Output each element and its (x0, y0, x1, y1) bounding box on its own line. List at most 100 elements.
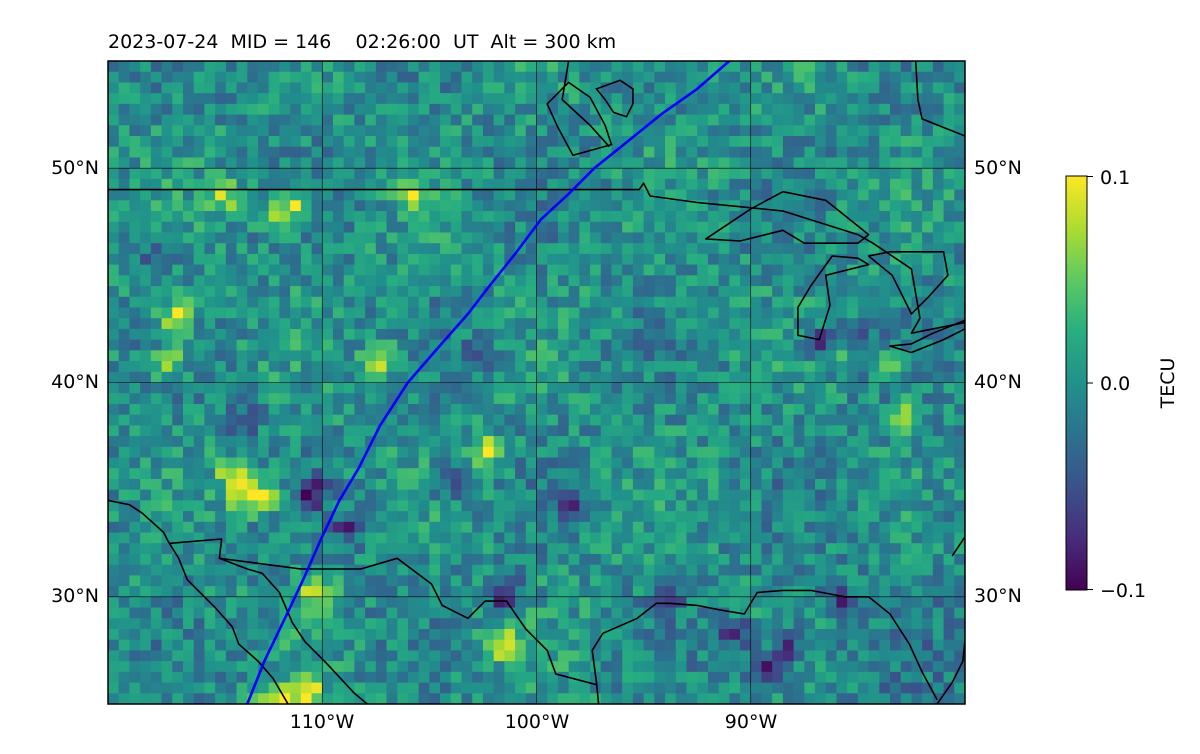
heatmap-cell (815, 532, 827, 544)
heatmap-cell (247, 425, 259, 437)
heatmap-cell (782, 307, 795, 319)
heatmap-cell (472, 586, 484, 598)
heatmap-cell (343, 189, 355, 201)
heatmap-cell (108, 168, 120, 180)
heatmap-cell (172, 586, 184, 598)
heatmap-cell (482, 682, 495, 694)
heatmap-cell (536, 61, 548, 73)
heatmap-cell (429, 489, 441, 501)
heatmap-cell (857, 543, 870, 555)
heatmap-cell (857, 157, 870, 169)
heatmap-cell (943, 618, 955, 630)
heatmap-cell (611, 82, 623, 94)
heatmap-cell (804, 93, 816, 105)
heatmap-cell (932, 71, 945, 84)
heatmap-cell (847, 125, 859, 137)
heatmap-cell (322, 103, 334, 116)
heatmap-cell (515, 478, 527, 491)
heatmap-cell (397, 82, 409, 94)
heatmap-cell (493, 114, 505, 126)
heatmap-cell (279, 82, 291, 94)
heatmap-cell (568, 307, 580, 319)
heatmap-cell (707, 189, 720, 201)
heatmap-cell (793, 543, 805, 555)
heatmap-cell (782, 168, 795, 180)
heatmap-cell (761, 221, 773, 234)
heatmap-cell (954, 82, 965, 94)
heatmap-cell (825, 264, 838, 276)
heatmap-cell (707, 661, 720, 673)
heatmap-cell (440, 553, 452, 566)
heatmap-cell (418, 393, 430, 405)
heatmap-cell (632, 71, 645, 84)
heatmap-cell (772, 618, 784, 630)
heatmap-cell (654, 157, 666, 169)
heatmap-cell (236, 478, 248, 491)
heatmap-cell (943, 650, 955, 662)
heatmap-cell (622, 489, 634, 501)
heatmap-cell (836, 371, 848, 384)
heatmap-cell (365, 103, 377, 116)
heatmap-cell (332, 178, 345, 191)
heatmap-cell (182, 532, 195, 544)
heatmap-cell (472, 693, 484, 704)
heatmap-cell (429, 178, 441, 191)
heatmap-cell (365, 211, 377, 223)
heatmap-cell (407, 189, 420, 201)
heatmap-cell (279, 286, 291, 298)
heatmap-cell (579, 425, 591, 437)
heatmap-cell (547, 71, 559, 84)
heatmap-cell (536, 114, 548, 126)
heatmap-cell (611, 661, 623, 673)
heatmap-cell (943, 93, 955, 105)
heatmap-cell (311, 114, 323, 126)
heatmap-cell (140, 682, 152, 694)
heatmap-cell (386, 93, 398, 105)
heatmap-cell (632, 511, 645, 523)
heatmap-cell (429, 286, 441, 298)
heatmap-cell (375, 221, 388, 234)
heatmap-cell (900, 243, 913, 255)
heatmap-cell (547, 125, 559, 137)
heatmap-cell (493, 93, 505, 105)
heatmap-cell (397, 457, 409, 469)
heatmap-cell (740, 553, 752, 566)
heatmap-cell (129, 221, 141, 234)
heatmap-cell (504, 682, 516, 694)
heatmap-cell (804, 596, 816, 609)
heatmap-cell (890, 125, 902, 137)
heatmap-cell (418, 243, 430, 255)
heatmap-cell (890, 393, 902, 405)
heatmap-cell (825, 628, 838, 641)
heatmap-cell (900, 628, 913, 641)
heatmap-cell (493, 403, 505, 416)
heatmap-cell (911, 232, 923, 244)
heatmap-cell (418, 61, 430, 73)
heatmap-cell (557, 318, 570, 330)
heatmap-cell (161, 543, 173, 555)
heatmap-cell (568, 232, 580, 244)
heatmap-cell (740, 468, 752, 480)
heatmap-cell (193, 618, 206, 630)
heatmap-cell (868, 114, 880, 126)
heatmap-cell (793, 178, 805, 191)
heatmap-cell (290, 243, 302, 255)
heatmap-cell (847, 286, 859, 298)
heatmap-cell (215, 639, 227, 652)
heatmap-cell (279, 350, 291, 362)
heatmap-cell (290, 82, 302, 94)
heatmap-cell (108, 93, 120, 105)
heatmap-cell (472, 264, 484, 276)
heatmap-cell (665, 264, 677, 276)
heatmap-cell (247, 511, 259, 523)
heatmap-cell (740, 682, 752, 694)
heatmap-cell (204, 146, 216, 159)
heatmap-cell (515, 575, 527, 587)
heatmap-cell (611, 114, 623, 126)
heatmap-cell (568, 403, 580, 416)
heatmap-cell (622, 468, 634, 480)
heatmap-cell (611, 543, 623, 555)
heatmap-cell (729, 71, 741, 84)
heatmap-cell (279, 296, 291, 309)
heatmap-cell (365, 586, 377, 598)
